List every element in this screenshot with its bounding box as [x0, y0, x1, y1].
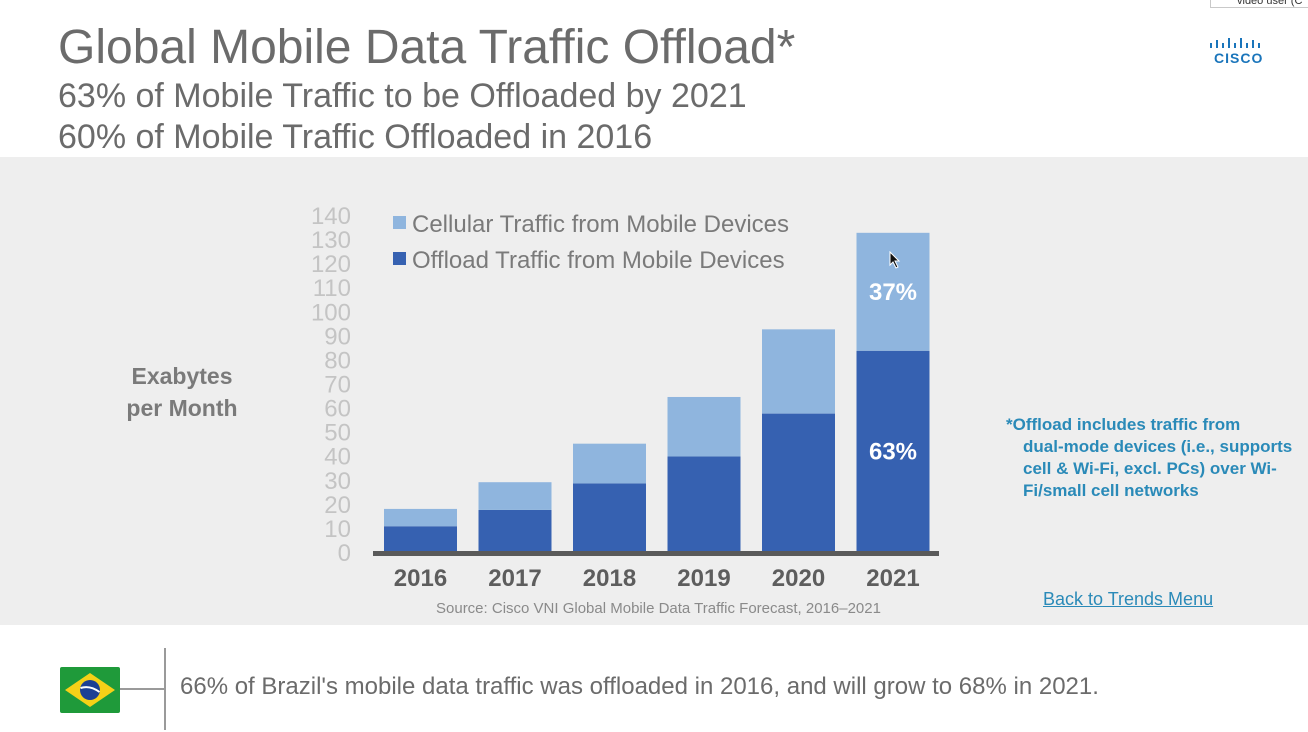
mouse-cursor-icon	[889, 251, 901, 269]
y-axis-label-line1: Exabytes	[131, 363, 233, 389]
brazil-offload-statement: 66% of Brazil's mobile data traffic was …	[180, 673, 1099, 700]
x-tick-label-2018: 2018	[583, 565, 636, 592]
bar-offload-2020	[762, 413, 835, 552]
cisco-logo-text: CISCO	[1214, 50, 1264, 66]
source-note: Source: Cisco VNI Global Mobile Data Tra…	[436, 600, 881, 617]
y-tick-label-60: 60	[324, 396, 351, 423]
flag-connector-line	[120, 688, 164, 690]
x-tick-label-2016: 2016	[394, 565, 447, 592]
bar-offload-2019	[667, 456, 741, 552]
data-label-2021-offload: 63%	[869, 438, 917, 465]
y-tick-label-0: 0	[338, 540, 351, 567]
bar-offload-2018	[573, 483, 646, 552]
bar-cellular-2017	[478, 482, 552, 510]
data-label-2021-cellular: 37%	[869, 279, 917, 306]
bar-offload-2021	[856, 350, 930, 552]
legend-swatch-1	[393, 252, 406, 265]
legend-label-0: Cellular Traffic from Mobile Devices	[412, 211, 789, 238]
cisco-logo-icon	[1210, 38, 1260, 48]
bar-offload-2016	[384, 526, 457, 552]
footnote-rest: dual-mode devices (i.e., supports cell &…	[1023, 437, 1293, 500]
bar-cellular-2016	[384, 508, 457, 527]
bottom-banner	[0, 625, 1308, 732]
y-tick-label-130: 130	[311, 227, 351, 254]
y-tick-label-10: 10	[324, 516, 351, 543]
y-axis-label-line2: per Month	[126, 395, 238, 421]
y-tick-label-90: 90	[324, 323, 351, 350]
y-tick-label-100: 100	[311, 299, 351, 326]
offload-footnote: *Offload includes traffic from dual-mode…	[1006, 414, 1296, 502]
y-tick-label-70: 70	[324, 372, 351, 399]
y-tick-label-40: 40	[324, 444, 351, 471]
divider-line	[164, 648, 166, 730]
y-tick-label-110: 110	[313, 275, 351, 302]
y-tick-label-80: 80	[324, 347, 351, 374]
x-axis-line	[373, 551, 939, 556]
bar-cellular-2018	[573, 443, 646, 484]
y-tick-label-120: 120	[311, 251, 351, 278]
slide-subtitle-2021: 63% of Mobile Traffic to be Offloaded by…	[58, 77, 747, 115]
bar-cellular-2019	[667, 396, 741, 457]
y-axis-label: Exabytes per Month	[112, 360, 252, 424]
x-tick-label-2017: 2017	[488, 565, 541, 592]
legend-label-1: Offload Traffic from Mobile Devices	[412, 247, 785, 274]
x-tick-label-2019: 2019	[677, 565, 730, 592]
y-tick-label-50: 50	[324, 420, 351, 447]
x-tick-label-2020: 2020	[772, 565, 825, 592]
bar-cellular-2020	[762, 329, 835, 414]
y-tick-label-30: 30	[324, 468, 351, 495]
legend-swatch-0	[393, 216, 406, 229]
x-tick-label-2021: 2021	[866, 565, 919, 592]
y-tick-label-140: 140	[311, 203, 351, 230]
footnote-line1: *Offload includes traffic from	[1006, 415, 1241, 434]
slide-subtitle-2016: 60% of Mobile Traffic Offloaded in 2016	[58, 118, 653, 156]
back-to-trends-menu-link[interactable]: Back to Trends Menu	[1043, 589, 1214, 609]
y-tick-label-20: 20	[324, 492, 351, 519]
bar-offload-2017	[478, 509, 552, 552]
video-user-tag: video user (C	[1210, 0, 1308, 8]
chart-panel	[0, 157, 1308, 625]
brazil-flag-icon	[60, 667, 120, 713]
slide-title: Global Mobile Data Traffic Offload*	[58, 21, 796, 74]
bar-cellular-2021	[856, 232, 930, 351]
